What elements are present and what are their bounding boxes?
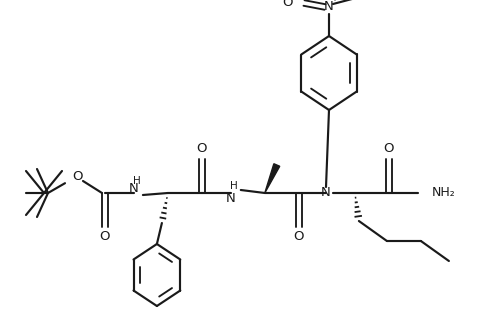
Text: +: + xyxy=(330,0,338,3)
Text: N: N xyxy=(226,191,236,204)
Text: N: N xyxy=(324,0,334,12)
Polygon shape xyxy=(265,164,280,193)
Text: O: O xyxy=(73,169,83,182)
Text: H: H xyxy=(133,176,141,186)
Text: N: N xyxy=(321,186,331,199)
Text: O: O xyxy=(196,143,207,156)
Text: O: O xyxy=(283,0,293,8)
Text: O: O xyxy=(359,0,369,1)
Text: O: O xyxy=(384,143,394,156)
Text: N: N xyxy=(129,182,139,195)
Text: O: O xyxy=(100,230,110,243)
Text: NH₂: NH₂ xyxy=(432,186,456,199)
Text: H: H xyxy=(230,181,238,191)
Text: O: O xyxy=(293,230,304,243)
